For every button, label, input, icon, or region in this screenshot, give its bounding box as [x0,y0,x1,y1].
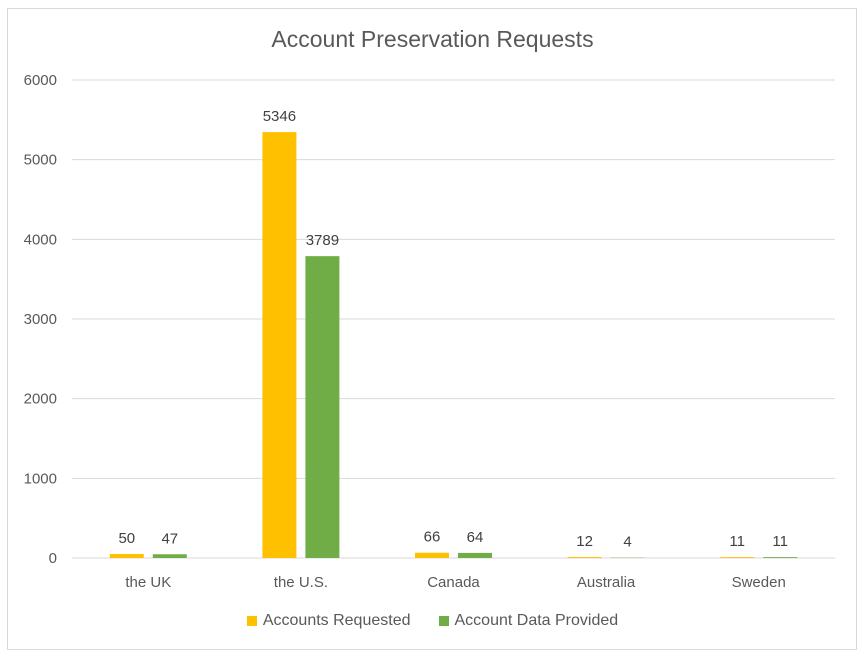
y-tick-label-3000: 3000 [24,311,57,328]
bar-account-data-provided-the-uk [152,554,187,558]
data-label-accounts-requested-australia: 12 [576,533,593,550]
y-axis-ticks: 0 1000 2000 3000 4000 5000 6000 [24,72,57,567]
bar-accounts-requested-australia [567,557,602,558]
data-label-account-data-provided-the-u-s: 3789 [306,232,339,249]
data-label-accounts-requested-sweden: 11 [729,533,745,550]
bar-accounts-requested-sweden [720,557,755,558]
bar-accounts-requested-canada [415,552,449,558]
gridlines [72,79,835,559]
legend-swatch-accounts-requested [246,616,257,626]
x-axis-ticks: the UK the U.S. Canada Australia Sweden [125,574,785,591]
data-label-accounts-requested-the-uk: 50 [118,530,135,547]
data-label-account-data-provided-sweden: 11 [772,533,788,550]
bars [109,132,798,559]
chart-frame [7,8,857,650]
bar-account-data-provided-the-u-s [305,256,340,558]
data-label-account-data-provided-the-uk: 47 [161,530,178,547]
data-label-account-data-provided-australia: 4 [623,534,631,551]
y-tick-label-6000: 6000 [24,72,57,89]
legend-swatch-account-data-provided [438,616,449,626]
x-tick-label-sweden: Sweden [732,574,786,591]
bar-accounts-requested-the-u-s [262,132,297,559]
x-tick-label-the-u-s: the U.S. [274,574,328,591]
y-tick-label-2000: 2000 [24,391,57,408]
bar-accounts-requested-the-uk [109,554,144,558]
bar-account-data-provided-canada [458,552,492,558]
data-labels: 50 47 5346 3789 66 64 12 4 11 11 [118,108,788,551]
y-tick-label-1000: 1000 [24,470,57,487]
x-tick-label-canada: Canada [427,574,480,591]
y-tick-label-4000: 4000 [24,231,57,248]
legend: Accounts Requested Account Data Provided [0,612,865,630]
chart-title: Account Preservation Requests [271,26,594,52]
x-tick-label-australia: Australia [577,574,636,591]
data-label-accounts-requested-canada: 66 [424,529,441,546]
data-label-accounts-requested-the-u-s: 5346 [263,108,296,125]
y-tick-label-0: 0 [49,550,57,567]
data-label-account-data-provided-canada: 64 [467,529,484,546]
legend-label-accounts-requested: Accounts Requested [262,612,411,629]
legend-item-account-data-provided: Account Data Provided [438,612,619,630]
bar-account-data-provided-sweden [763,557,798,558]
legend-item-accounts-requested: Accounts Requested [246,612,411,630]
legend-label-account-data-provided: Account Data Provided [454,612,619,629]
y-tick-label-5000: 5000 [24,152,57,169]
x-tick-label-the-uk: the UK [125,574,171,591]
